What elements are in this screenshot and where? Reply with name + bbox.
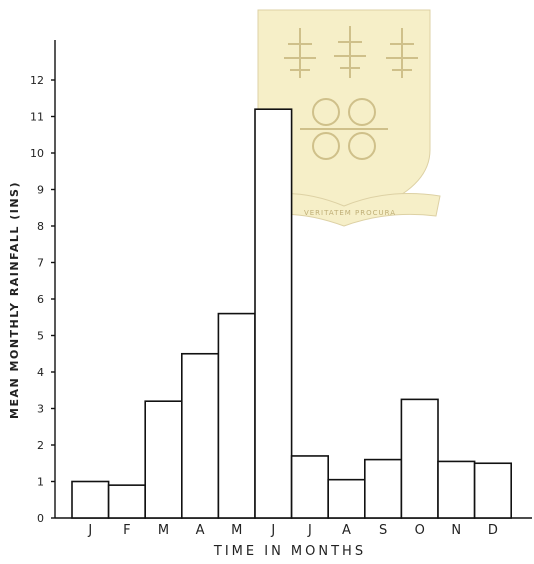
x-tick-label: M bbox=[158, 523, 169, 538]
y-axis-title: MEAN MONTHLY RAINFALL (INS) bbox=[8, 181, 21, 419]
y-tick-label: 10 bbox=[30, 147, 44, 160]
x-tick-label: F bbox=[123, 523, 130, 538]
y-tick-label: 6 bbox=[37, 293, 44, 306]
x-tick-label: N bbox=[451, 523, 461, 538]
x-axis-title: TIME IN MONTHS bbox=[213, 544, 366, 559]
bar-10 bbox=[400, 398, 439, 519]
x-tick-label: A bbox=[196, 523, 205, 538]
y-tick-label: 1 bbox=[37, 476, 44, 489]
bar-5 bbox=[217, 312, 256, 519]
y-tick-label: 11 bbox=[30, 111, 44, 124]
bar-6 bbox=[254, 108, 293, 519]
crest-motto: VERITATEM PROCURA bbox=[304, 209, 396, 217]
x-tick-label: J bbox=[87, 523, 92, 538]
bar-4 bbox=[181, 352, 220, 519]
x-tick-label: J bbox=[307, 523, 312, 538]
y-tick-label: 12 bbox=[30, 74, 44, 87]
y-tick-label: 4 bbox=[37, 366, 44, 379]
bar-9 bbox=[363, 458, 403, 519]
bar-11 bbox=[437, 460, 476, 519]
bar-2 bbox=[107, 484, 146, 519]
bar-8 bbox=[327, 478, 366, 519]
bar-3 bbox=[144, 400, 183, 519]
y-tick-label: 2 bbox=[37, 439, 44, 452]
bar-12 bbox=[473, 462, 513, 519]
x-tick-label: J bbox=[270, 523, 275, 538]
bar-7 bbox=[290, 455, 330, 519]
y-tick-label: 3 bbox=[37, 403, 44, 416]
university-crest-icon: VERITATEM PROCURA bbox=[257, 9, 441, 227]
x-tick-label: S bbox=[379, 523, 387, 538]
bars bbox=[71, 108, 513, 519]
y-tick-label: 8 bbox=[37, 220, 44, 233]
bar-1 bbox=[71, 480, 110, 519]
y-tick-label: 9 bbox=[37, 184, 44, 197]
x-tick-label: M bbox=[231, 523, 242, 538]
x-tick-label: O bbox=[415, 523, 425, 538]
y-tick-label: 5 bbox=[37, 330, 44, 343]
y-tick-label: 0 bbox=[37, 512, 44, 525]
y-tick-label: 7 bbox=[37, 257, 44, 270]
x-tick-label: A bbox=[342, 523, 351, 538]
x-tick-label: D bbox=[488, 523, 498, 538]
